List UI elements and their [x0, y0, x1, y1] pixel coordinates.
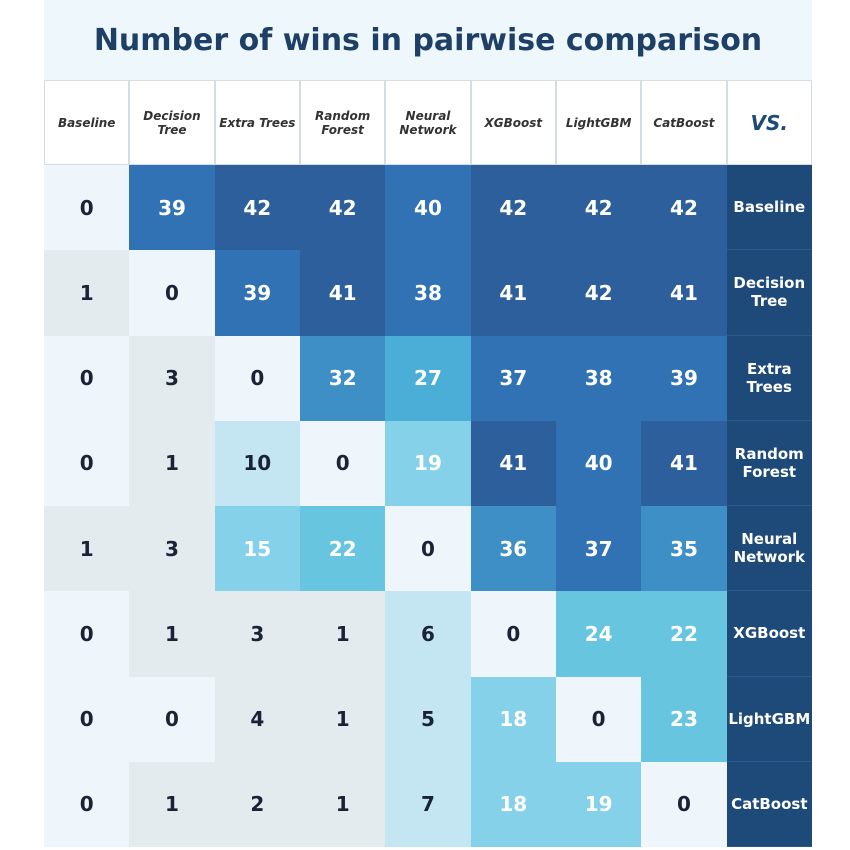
- cell-value: 2: [214, 761, 300, 847]
- cell-value: 3: [129, 335, 215, 421]
- cell-value: 0: [44, 420, 130, 506]
- cell-value: 19: [555, 761, 642, 847]
- cell-value: 42: [555, 250, 642, 336]
- cell-value: 0: [385, 506, 471, 592]
- cell-value: 3: [214, 591, 300, 677]
- cell-value: 19: [385, 420, 471, 506]
- cell-value: 23: [641, 676, 727, 762]
- row-label: Extra Trees: [726, 335, 812, 421]
- column-header: CatBoost: [641, 80, 727, 165]
- row-label: Neural Network: [726, 506, 812, 592]
- cell-value: 42: [641, 165, 727, 251]
- cell-value: 35: [641, 506, 727, 592]
- cell-value: 0: [214, 335, 300, 421]
- cell-value: 42: [470, 165, 556, 251]
- cell-value: 0: [555, 676, 642, 762]
- row-label: Decision Tree: [726, 250, 812, 336]
- cell-value: 37: [470, 335, 556, 421]
- cell-value: 32: [299, 335, 386, 421]
- cell-value: 24: [555, 591, 642, 677]
- row-label: XGBoost: [726, 591, 812, 677]
- cell-value: 39: [214, 250, 300, 336]
- cell-value: 0: [44, 761, 130, 847]
- cell-value: 22: [299, 506, 386, 592]
- cell-value: 0: [299, 420, 386, 506]
- cell-value: 0: [129, 250, 215, 336]
- cell-value: 41: [299, 250, 386, 336]
- cell-value: 1: [299, 591, 386, 677]
- column-header: Decision Tree: [129, 80, 215, 165]
- cell-value: 37: [555, 506, 642, 592]
- column-header: LightGBM: [555, 80, 642, 165]
- cell-value: 36: [470, 506, 556, 592]
- cell-value: 18: [470, 676, 556, 762]
- cell-value: 18: [470, 761, 556, 847]
- cell-value: 40: [555, 420, 642, 506]
- cell-value: 7: [385, 761, 471, 847]
- cell-value: 0: [129, 676, 215, 762]
- column-header: Extra Trees: [214, 80, 300, 165]
- row-label: LightGBM: [726, 676, 812, 762]
- title: Number of wins in pairwise comparison: [44, 0, 812, 80]
- cell-value: 6: [385, 591, 471, 677]
- cell-value: 41: [470, 250, 556, 336]
- cell-value: 39: [641, 335, 727, 421]
- cell-value: 0: [470, 591, 556, 677]
- cell-value: 42: [214, 165, 300, 251]
- cell-value: 0: [44, 165, 130, 251]
- cell-value: 15: [214, 506, 300, 592]
- row-label: Baseline: [726, 165, 812, 251]
- cell-value: 39: [129, 165, 215, 251]
- cell-value: 1: [299, 761, 386, 847]
- row-label: CatBoost: [726, 761, 812, 847]
- cell-value: 42: [555, 165, 642, 251]
- cell-value: 0: [44, 591, 130, 677]
- cell-value: 1: [129, 761, 215, 847]
- cell-value: 1: [44, 250, 130, 336]
- cell-value: 42: [299, 165, 386, 251]
- cell-value: 27: [385, 335, 471, 421]
- cell-value: 0: [44, 335, 130, 421]
- cell-value: 41: [641, 420, 727, 506]
- cell-value: 40: [385, 165, 471, 251]
- cell-value: 38: [555, 335, 642, 421]
- cell-value: 1: [129, 420, 215, 506]
- cell-value: 4: [214, 676, 300, 762]
- cell-value: 41: [641, 250, 727, 336]
- cell-value: 1: [299, 676, 386, 762]
- column-header: VS.: [726, 80, 812, 165]
- cell-value: 41: [470, 420, 556, 506]
- cell-value: 38: [385, 250, 471, 336]
- cell-value: 5: [385, 676, 471, 762]
- column-header: XGBoost: [470, 80, 556, 165]
- column-header: Neural Network: [385, 80, 471, 165]
- cell-value: 0: [44, 676, 130, 762]
- cell-value: 3: [129, 506, 215, 592]
- win-table: Baseline Decision Tree Extra Trees Random F…: [44, 80, 812, 847]
- cell-value: 22: [641, 591, 727, 677]
- cell-value: 1: [129, 591, 215, 677]
- column-header: Random Forest: [299, 80, 386, 165]
- cell-value: 10: [214, 420, 300, 506]
- row-label: Random Forest: [726, 420, 812, 506]
- column-header: Baseline: [44, 80, 130, 165]
- cell-value: 1: [44, 506, 130, 592]
- cell-value: 0: [641, 761, 727, 847]
